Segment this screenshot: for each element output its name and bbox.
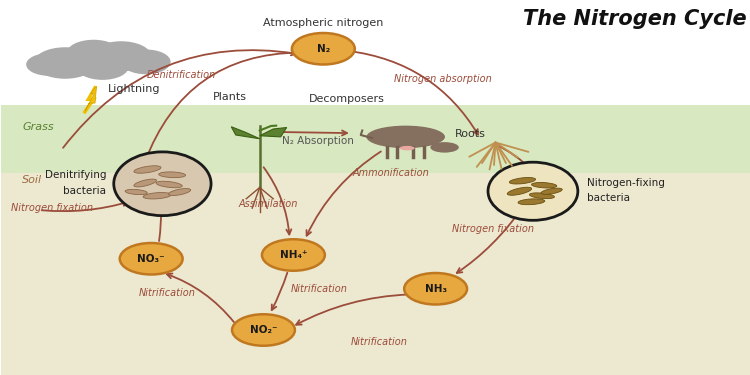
FancyArrowPatch shape <box>307 152 381 236</box>
Bar <box>2 0 750 105</box>
Ellipse shape <box>541 188 562 194</box>
Text: NO₃⁻: NO₃⁻ <box>137 254 165 264</box>
Ellipse shape <box>143 192 171 199</box>
FancyArrowPatch shape <box>494 144 532 171</box>
Text: Grass: Grass <box>22 123 54 132</box>
Ellipse shape <box>367 126 445 148</box>
Circle shape <box>232 314 295 346</box>
Text: N₂ Absorption: N₂ Absorption <box>282 136 354 146</box>
FancyArrowPatch shape <box>296 294 409 325</box>
Ellipse shape <box>430 142 459 153</box>
Ellipse shape <box>400 146 415 150</box>
Text: NH₄⁺: NH₄⁺ <box>280 250 308 260</box>
FancyArrowPatch shape <box>42 201 128 211</box>
Bar <box>44 60 160 71</box>
FancyArrowPatch shape <box>159 207 164 241</box>
Text: Nitrification: Nitrification <box>140 288 196 298</box>
Ellipse shape <box>169 189 190 195</box>
Text: Nitrogen fixation: Nitrogen fixation <box>11 203 93 213</box>
Ellipse shape <box>134 166 161 173</box>
Ellipse shape <box>518 199 544 205</box>
Circle shape <box>292 33 355 64</box>
Circle shape <box>26 53 71 76</box>
Ellipse shape <box>134 179 157 187</box>
Text: Atmospheric nitrogen: Atmospheric nitrogen <box>263 18 383 27</box>
Ellipse shape <box>114 152 211 216</box>
Ellipse shape <box>125 189 147 195</box>
Ellipse shape <box>507 187 532 195</box>
Text: Denitrification: Denitrification <box>146 70 216 80</box>
Text: NH₃: NH₃ <box>424 284 447 294</box>
Ellipse shape <box>156 181 182 188</box>
Circle shape <box>76 54 129 80</box>
Circle shape <box>92 41 152 71</box>
Text: bacteria: bacteria <box>63 186 106 195</box>
Text: Plants: Plants <box>213 93 247 102</box>
Ellipse shape <box>530 193 554 199</box>
Text: Lightning: Lightning <box>108 84 160 94</box>
FancyArrowPatch shape <box>272 273 287 310</box>
Text: Nitrification: Nitrification <box>291 285 348 294</box>
Text: Assimilation: Assimilation <box>238 200 298 209</box>
Text: N₂: N₂ <box>316 44 330 54</box>
Ellipse shape <box>159 172 185 178</box>
Circle shape <box>34 47 97 79</box>
Text: Nitrification: Nitrification <box>351 337 408 347</box>
Circle shape <box>67 40 121 67</box>
Polygon shape <box>231 127 260 139</box>
FancyArrowPatch shape <box>263 167 291 234</box>
Polygon shape <box>86 86 97 111</box>
Bar <box>2 172 750 375</box>
Text: NO₂⁻: NO₂⁻ <box>250 325 278 335</box>
Text: Roots: Roots <box>455 129 486 139</box>
Text: The Nitrogen Cycle: The Nitrogen Cycle <box>523 9 746 29</box>
Circle shape <box>122 50 171 74</box>
Text: Denitrifying: Denitrifying <box>45 171 106 180</box>
FancyArrowPatch shape <box>457 207 523 273</box>
Bar <box>2 105 750 172</box>
Text: Nitrogen-fixing: Nitrogen-fixing <box>586 178 664 188</box>
FancyArrowPatch shape <box>349 51 478 135</box>
Text: Nitrogen absorption: Nitrogen absorption <box>394 74 492 84</box>
Ellipse shape <box>509 177 536 184</box>
FancyArrowPatch shape <box>281 130 347 135</box>
Polygon shape <box>430 137 443 146</box>
Text: Soil: Soil <box>22 175 43 185</box>
Circle shape <box>404 273 467 304</box>
Circle shape <box>262 239 325 271</box>
Ellipse shape <box>532 183 556 188</box>
FancyArrowPatch shape <box>63 50 296 148</box>
Ellipse shape <box>488 162 578 220</box>
Polygon shape <box>260 128 286 137</box>
Text: bacteria: bacteria <box>586 193 630 203</box>
Text: Ammonification: Ammonification <box>352 168 429 177</box>
Text: Nitrogen fixation: Nitrogen fixation <box>452 224 533 234</box>
Text: Decomposers: Decomposers <box>309 94 386 104</box>
Circle shape <box>120 243 182 274</box>
FancyArrowPatch shape <box>167 273 234 322</box>
FancyArrowPatch shape <box>145 50 300 162</box>
